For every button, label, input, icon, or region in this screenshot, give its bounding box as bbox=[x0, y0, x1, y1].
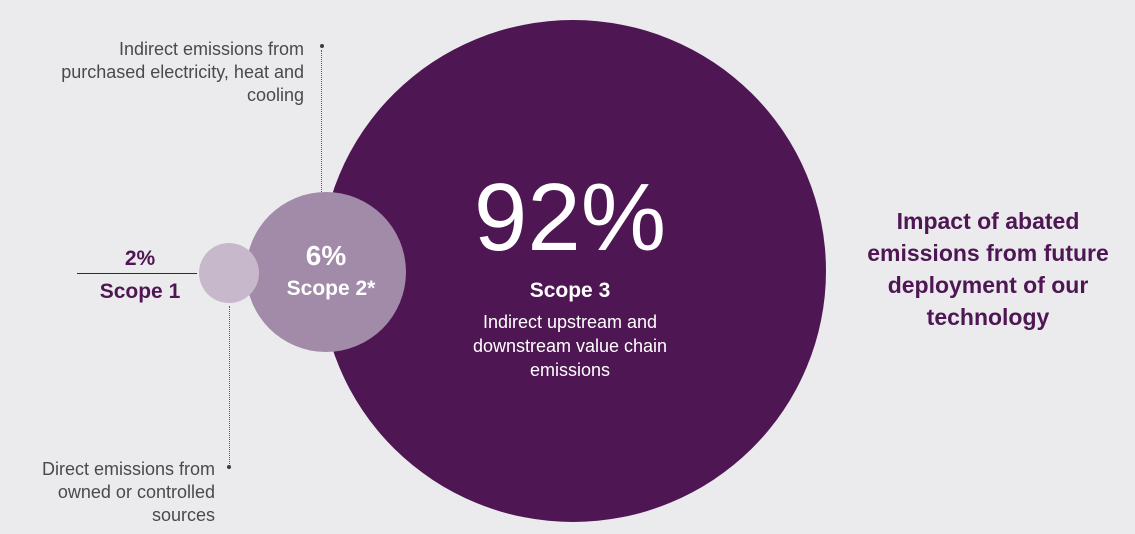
impact-statement: Impact of abated emissions from future d… bbox=[867, 208, 1109, 330]
scope3-description: Indirect upstream and downstream value c… bbox=[472, 312, 668, 380]
scope1-leader-dot bbox=[227, 465, 231, 469]
scope1-circle bbox=[199, 243, 259, 303]
scope3-percent: 92% bbox=[473, 164, 667, 271]
scope1-percent: 2% bbox=[124, 247, 156, 270]
scope1-divider bbox=[77, 273, 197, 274]
scope2-label: Scope 2* bbox=[286, 277, 376, 300]
scope2-leader-dot bbox=[320, 44, 324, 48]
scope1-description: Direct emissions from owned or controlle… bbox=[41, 459, 215, 525]
scope1-label: Scope 1 bbox=[99, 280, 181, 303]
scope1-leader-line bbox=[229, 306, 230, 464]
scope2-circle bbox=[246, 192, 406, 352]
scope2-percent: 6% bbox=[305, 240, 347, 271]
scope2-description: Indirect emissions from purchased electr… bbox=[61, 39, 304, 105]
scope2-leader-line bbox=[321, 50, 322, 192]
scope3-label: Scope 3 bbox=[529, 279, 611, 302]
